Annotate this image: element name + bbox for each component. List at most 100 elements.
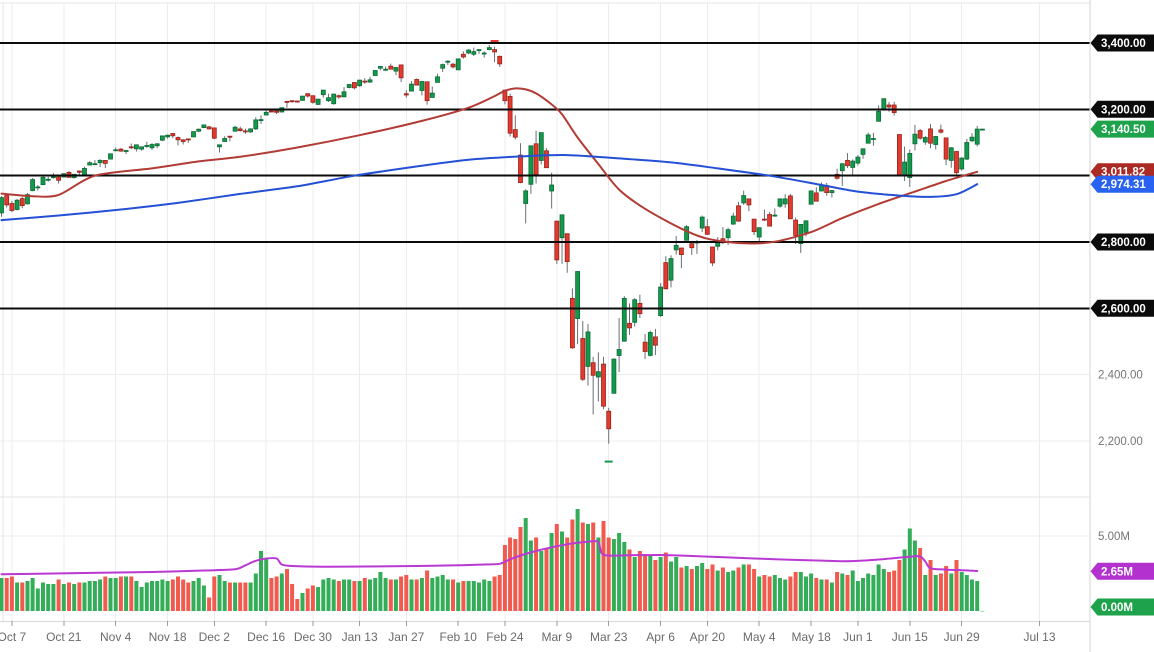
volume-bar [746,564,751,611]
candle-body [19,198,25,207]
volume-bar [129,576,134,611]
price-scale-label: 2,400.00 [1098,370,1143,382]
volume-bar [575,509,580,611]
volume-bar [918,548,923,611]
volume-bar [539,551,544,611]
candle-body [87,162,93,166]
volume-bar [77,582,82,611]
time-axis[interactable]: Oct 7 Oct 21 Nov 4 Nov 18 Dec 2 Dec 16 Dec 30 J… [0,621,1056,644]
volume-bar [658,557,663,611]
volume-bar [695,566,699,611]
volume-bar [20,582,25,611]
volume-bar [741,564,746,611]
time-tick-label: Oct 21 [46,630,82,644]
time-axis-bg [0,622,1154,652]
candle-body [538,132,544,161]
volume-bar [710,564,715,611]
volume-bar [41,582,45,611]
volume-bar [513,539,518,611]
candle-body [393,67,399,72]
candle-body [123,150,129,152]
candle-body [82,167,87,176]
candle-body [56,176,61,181]
volume-bar [56,579,61,611]
candle-body [518,154,523,184]
volume-bar [264,558,269,611]
candle-body [673,244,679,251]
candle-body [881,98,887,110]
candle-body [51,176,56,179]
candle-body [450,63,456,68]
candle-body [336,95,342,98]
candle-body [466,49,472,54]
volume-bar [482,579,487,611]
volume-bar [300,593,305,611]
candle-body [185,138,191,141]
volume-ma-tag: 2.65M [1090,562,1154,580]
volume-bar [798,572,803,611]
candle-body [544,150,549,169]
volume-ma-tag-label: 2.65M [1101,566,1133,578]
volume-bar [196,578,201,611]
candle-body [621,297,627,342]
volume-bar [814,578,819,611]
candle-body [211,127,217,139]
volume-bar [222,581,227,611]
candle-body [383,68,389,71]
volume-bar [108,578,113,611]
level-lines [0,42,1090,310]
candle-body [570,297,575,349]
candle-body [315,98,321,105]
volume-scale-label: 5.00M [1098,531,1130,543]
candle-body [689,243,695,249]
candle-body [730,215,736,225]
volume-bar [321,579,326,611]
last-price-tag: 3,140.50 [1090,120,1154,138]
volume-bar [669,561,673,611]
level-price-tag-label: 3,400.00 [1101,38,1146,50]
volume-ma-line [0,540,979,576]
volume-bar [383,578,388,611]
volume-bar [191,581,196,611]
candle-body [668,258,674,281]
volume-bar [201,585,206,611]
candle-body [201,124,207,129]
volume-bar [534,537,539,611]
volume-bar [295,599,300,611]
candle-body [871,138,876,140]
volume-bar [4,578,9,611]
volume-bar [975,581,980,611]
candle-body [658,286,663,317]
candle-body [601,363,606,407]
candle-body [222,138,228,142]
candle-body [912,133,918,145]
volume-bar [362,578,367,611]
candle-body [964,142,970,160]
volume-bar [912,540,917,611]
candle-body [938,129,944,133]
candle-body [642,341,648,352]
volume-bar [819,579,824,611]
candle-body [865,134,871,144]
volume-bar [663,552,668,611]
candle-body [274,110,280,113]
candle-body [653,336,658,346]
volume-bar [207,597,212,611]
volume-bar [103,576,108,611]
candle-body [803,220,809,233]
candle-body [762,218,767,221]
price-axis[interactable]: 2,400.00 2,200.00 5.00M [1098,370,1143,543]
candle-body [460,53,466,58]
candle-body [564,233,570,262]
volume-bar [279,573,284,611]
volume-bar [850,570,855,611]
candle-body [300,95,305,101]
candle-body [933,136,939,145]
volume-bar [928,560,933,611]
time-tick-label: Mar 9 [541,630,572,644]
candle-body [471,51,477,55]
volume-bar [689,569,694,611]
candle-body [341,91,347,98]
level-price-tag: 3,200.00 [1090,100,1154,118]
